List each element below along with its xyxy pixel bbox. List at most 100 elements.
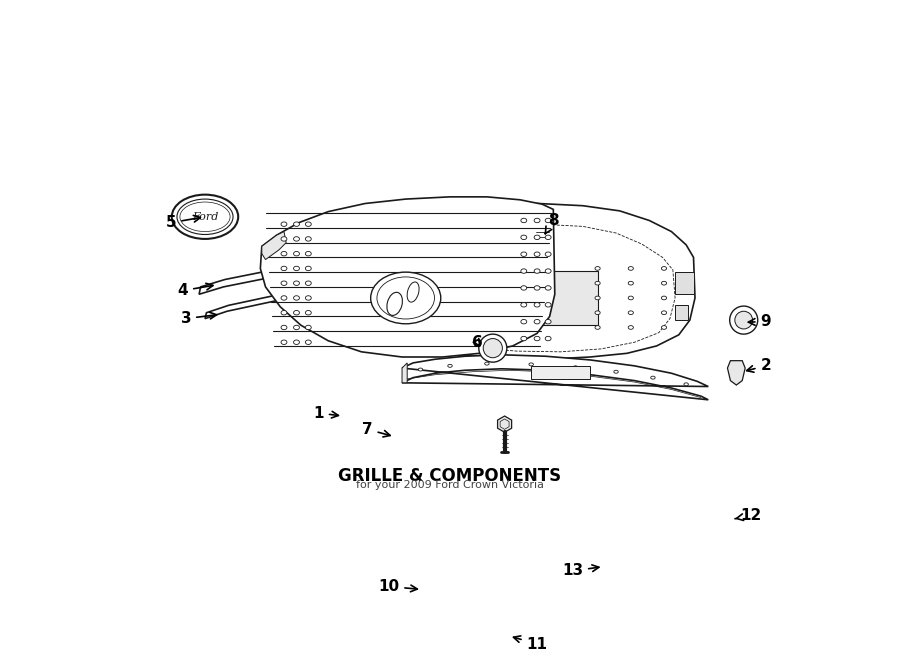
Ellipse shape — [534, 235, 540, 239]
Ellipse shape — [521, 303, 526, 307]
Ellipse shape — [293, 325, 300, 330]
Ellipse shape — [534, 218, 540, 223]
Ellipse shape — [614, 370, 618, 373]
Ellipse shape — [730, 306, 758, 334]
Ellipse shape — [403, 266, 409, 270]
Bar — [675, 305, 688, 320]
Ellipse shape — [447, 326, 453, 329]
Text: 5: 5 — [166, 215, 201, 230]
FancyBboxPatch shape — [508, 272, 598, 325]
Text: 6: 6 — [472, 334, 482, 350]
Ellipse shape — [662, 266, 667, 270]
Ellipse shape — [448, 364, 452, 368]
Polygon shape — [605, 586, 612, 596]
Ellipse shape — [305, 281, 311, 286]
Polygon shape — [537, 254, 547, 263]
Polygon shape — [199, 251, 538, 294]
Text: GRILLE & COMPONENTS: GRILLE & COMPONENTS — [338, 467, 562, 485]
Ellipse shape — [545, 336, 551, 341]
Ellipse shape — [426, 296, 430, 300]
Ellipse shape — [293, 222, 300, 226]
Ellipse shape — [447, 296, 453, 300]
Ellipse shape — [418, 368, 423, 371]
Ellipse shape — [293, 281, 300, 286]
Ellipse shape — [628, 326, 634, 329]
Text: for your 2009 Ford Crown Victoria: for your 2009 Ford Crown Victoria — [356, 481, 544, 490]
Ellipse shape — [521, 269, 526, 273]
Ellipse shape — [521, 218, 526, 223]
Ellipse shape — [447, 311, 453, 315]
Polygon shape — [534, 228, 551, 247]
Ellipse shape — [628, 296, 634, 300]
Ellipse shape — [662, 282, 667, 285]
Text: 4: 4 — [177, 283, 213, 298]
Ellipse shape — [281, 222, 287, 226]
Ellipse shape — [601, 559, 616, 568]
Ellipse shape — [371, 272, 441, 324]
Ellipse shape — [534, 303, 540, 307]
Ellipse shape — [662, 311, 667, 315]
Ellipse shape — [293, 340, 300, 344]
Ellipse shape — [426, 266, 430, 270]
Ellipse shape — [545, 218, 551, 223]
Ellipse shape — [447, 266, 453, 270]
Ellipse shape — [595, 311, 600, 315]
Ellipse shape — [305, 222, 311, 226]
Bar — [531, 366, 590, 379]
Ellipse shape — [305, 311, 311, 315]
Ellipse shape — [281, 311, 287, 315]
Ellipse shape — [521, 235, 526, 239]
Ellipse shape — [485, 362, 489, 365]
Polygon shape — [205, 278, 531, 319]
Ellipse shape — [305, 251, 311, 256]
Ellipse shape — [403, 311, 409, 315]
Text: 13: 13 — [562, 563, 598, 578]
Ellipse shape — [521, 252, 526, 256]
Ellipse shape — [281, 281, 287, 286]
Ellipse shape — [305, 295, 311, 300]
Polygon shape — [378, 247, 399, 305]
Ellipse shape — [595, 296, 600, 300]
Ellipse shape — [521, 319, 526, 324]
Polygon shape — [260, 197, 554, 357]
Text: 1: 1 — [313, 406, 338, 420]
Ellipse shape — [403, 326, 409, 329]
Polygon shape — [498, 416, 511, 432]
Ellipse shape — [281, 325, 287, 330]
Ellipse shape — [293, 237, 300, 241]
Ellipse shape — [595, 326, 600, 329]
Text: 2: 2 — [747, 358, 771, 373]
Ellipse shape — [534, 269, 540, 273]
Ellipse shape — [529, 363, 534, 366]
Ellipse shape — [628, 311, 634, 315]
Ellipse shape — [545, 303, 551, 307]
Text: 7: 7 — [362, 422, 391, 437]
Polygon shape — [402, 355, 708, 400]
Ellipse shape — [521, 336, 526, 341]
Ellipse shape — [628, 282, 634, 285]
Ellipse shape — [684, 383, 688, 386]
Ellipse shape — [305, 266, 311, 270]
Polygon shape — [727, 361, 745, 385]
Text: 9: 9 — [748, 314, 771, 329]
Ellipse shape — [293, 311, 300, 315]
Ellipse shape — [426, 311, 430, 315]
Ellipse shape — [521, 286, 526, 290]
Ellipse shape — [534, 319, 540, 324]
Ellipse shape — [662, 296, 667, 300]
Text: Ford: Ford — [192, 212, 218, 222]
Ellipse shape — [403, 296, 409, 300]
Ellipse shape — [281, 340, 287, 344]
Ellipse shape — [281, 251, 287, 256]
Ellipse shape — [426, 282, 430, 285]
Ellipse shape — [281, 295, 287, 300]
Ellipse shape — [534, 336, 540, 341]
Ellipse shape — [662, 326, 667, 329]
Ellipse shape — [545, 235, 551, 239]
Polygon shape — [402, 363, 407, 383]
Ellipse shape — [534, 252, 540, 256]
Text: 11: 11 — [514, 636, 547, 652]
Ellipse shape — [573, 366, 578, 369]
Ellipse shape — [545, 252, 551, 256]
Ellipse shape — [545, 286, 551, 290]
